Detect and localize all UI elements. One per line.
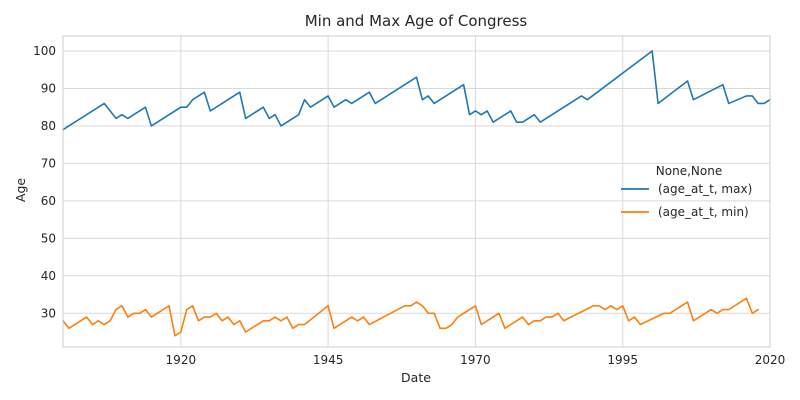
y-tick-label: 100 [33,44,56,58]
y-tick-label: 40 [41,269,56,283]
legend-label-max: (age_at_t, max) [658,182,752,196]
series-line-max [62,50,771,131]
legend: None,None (age_at_t, max) (age_at_t, min) [621,164,752,219]
x-tick-label: 1970 [460,353,491,367]
chart-title: Min and Max Age of Congress [305,12,528,30]
y-tick-label: 30 [41,306,56,320]
y-tick-label: 80 [41,119,56,133]
tick-labels: 1920 1945 1970 1995 2020 30 40 50 60 70 80 90 100 [33,44,785,367]
plot-area-border [62,35,771,348]
legend-title: None,None [656,164,722,178]
y-axis-label: Age [13,178,28,202]
legend-items: (age_at_t, max) (age_at_t, min) [621,182,752,219]
x-tick-label: 1995 [607,353,638,367]
series-lines [62,50,771,337]
legend-label-min: (age_at_t, min) [658,205,749,219]
x-tick-label: 2020 [755,353,786,367]
x-tick-label: 1920 [166,353,197,367]
y-tick-label: 50 [41,231,56,245]
series-line-min [62,297,760,337]
y-tick-label: 70 [41,156,56,170]
x-tick-label: 1945 [313,353,344,367]
y-tick-label: 60 [41,194,56,208]
x-axis-label: Date [401,370,431,385]
y-tick-label: 90 [41,81,56,95]
